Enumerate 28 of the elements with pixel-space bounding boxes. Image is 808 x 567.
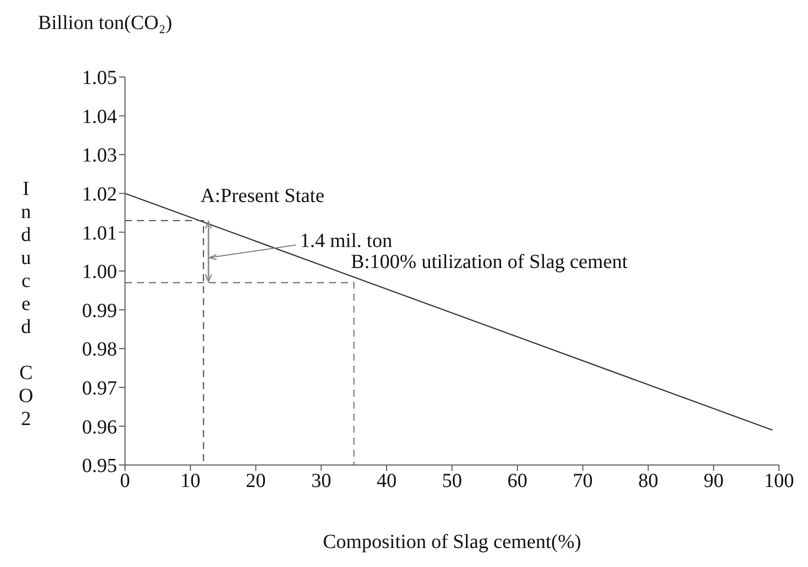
y-tick-label: 0.97 <box>82 378 117 400</box>
x-tick-label: 90 <box>704 470 724 492</box>
y-tick-label: 1.02 <box>82 184 117 206</box>
y-tick-label: 1.05 <box>82 67 117 90</box>
x-tick-label: 80 <box>638 470 658 492</box>
x-axis-title: Composition of Slag cement(%) <box>322 531 582 554</box>
y-tick-label: 1.01 <box>82 222 117 244</box>
x-tick-label: 20 <box>246 470 266 492</box>
x-tick-label: 60 <box>507 470 528 492</box>
x-tick-label: 30 <box>311 470 332 492</box>
y-tick-label: 0.99 <box>82 300 117 322</box>
annotation: A:Present State <box>200 184 324 208</box>
y-tick-label: 0.96 <box>82 416 117 438</box>
y-tick-label: 0.95 <box>82 455 117 478</box>
y-tick-label: 1.04 <box>82 106 117 128</box>
x-tick-label: 0 <box>120 470 130 492</box>
x-tick-label: 40 <box>376 470 397 492</box>
x-tick-label: 10 <box>180 470 200 492</box>
x-tick-label: 100 <box>764 470 794 492</box>
annotation: B:100% utilization of Slag cement <box>350 250 628 274</box>
x-tick-label: 50 <box>442 470 462 492</box>
y-axis-title: Induced CO2 <box>14 178 37 431</box>
y-tick-label: 0.98 <box>82 338 117 361</box>
x-tick-label: 70 <box>572 470 593 492</box>
y-tick-label: 1.00 <box>82 261 117 284</box>
text: Billion ton(CO₂) <box>38 12 172 35</box>
annotation: 1.4 mil. ton <box>300 230 392 253</box>
y-tick-label: 1.03 <box>82 144 117 167</box>
